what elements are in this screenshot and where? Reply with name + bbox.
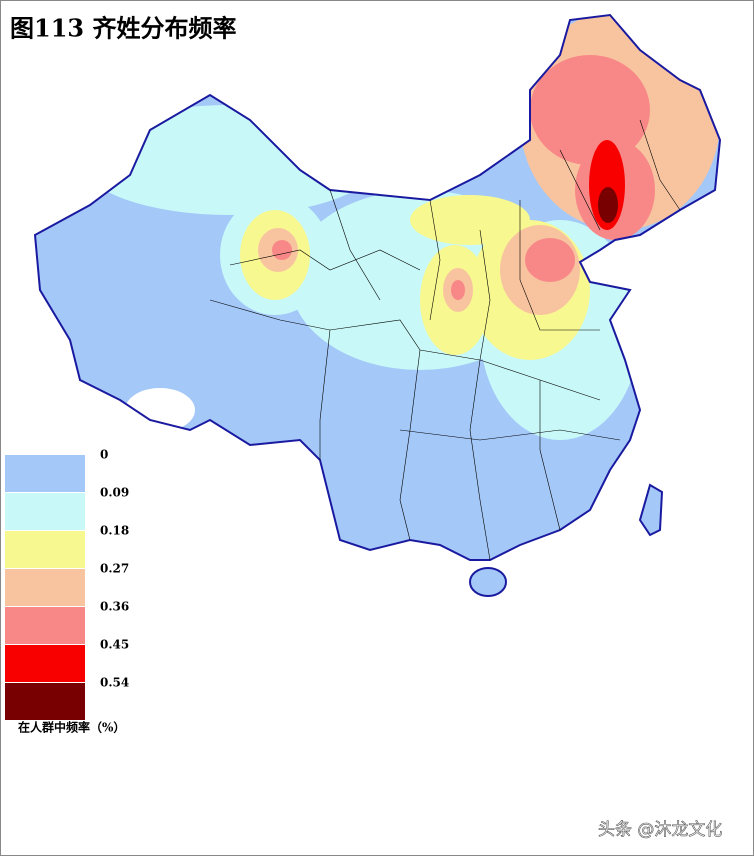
legend-swatch [5,569,85,606]
legend-label: 0.09 [100,486,129,500]
legend-label: 0.18 [100,524,129,538]
legend-label: 0.45 [100,638,129,652]
legend-swatch [5,455,85,492]
legend-swatch [5,683,85,720]
watermark: 头条 @沐龙文化 [598,820,722,840]
legend-swatch [5,645,85,682]
legend-swatch [5,531,85,568]
legend-label: 0.27 [100,562,129,576]
map-title: 图113 齐姓分布频率 [10,14,236,43]
taiwan [638,483,664,537]
province-borders [209,119,681,561]
hainan [469,567,507,597]
legend-label: 0 [100,448,108,462]
legend-label: 0.36 [100,600,129,614]
legend-label: 0.54 [100,676,129,690]
legend: 0 0.09 0.18 0.27 0.36 0.45 0.54 [5,448,129,720]
legend-caption: 在人群中频率（%） [18,720,125,735]
legend-swatch [5,607,85,644]
legend-swatch [5,493,85,530]
